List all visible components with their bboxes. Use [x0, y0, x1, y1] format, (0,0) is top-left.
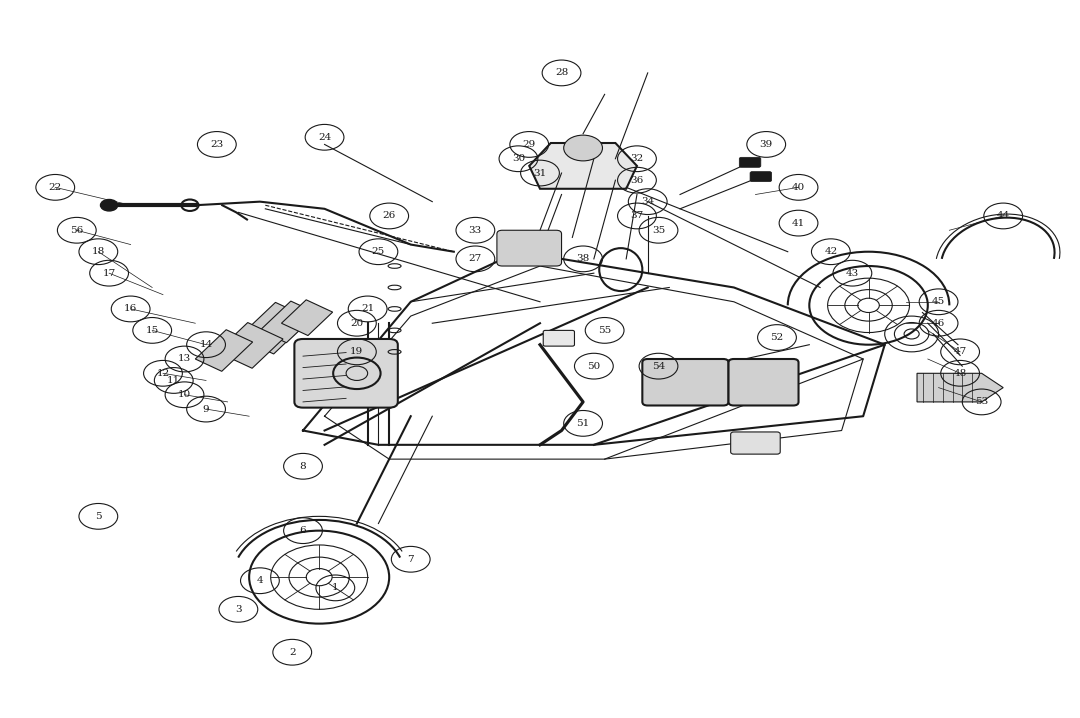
Bar — [217, 322, 283, 368]
Text: 42: 42 — [824, 247, 837, 256]
Circle shape — [564, 135, 603, 161]
FancyBboxPatch shape — [643, 359, 729, 406]
Text: 47: 47 — [954, 348, 967, 356]
Text: 30: 30 — [512, 154, 525, 163]
Text: 19: 19 — [350, 348, 364, 356]
Bar — [282, 300, 333, 335]
Text: 21: 21 — [361, 304, 375, 314]
Text: 37: 37 — [631, 212, 644, 220]
FancyBboxPatch shape — [543, 330, 575, 346]
Text: 15: 15 — [146, 326, 159, 335]
Polygon shape — [917, 373, 1003, 402]
Text: 29: 29 — [523, 140, 536, 149]
Text: 53: 53 — [975, 398, 988, 406]
Text: 13: 13 — [178, 355, 191, 363]
Text: 18: 18 — [92, 247, 105, 256]
Text: 9: 9 — [203, 404, 210, 414]
Text: 44: 44 — [997, 212, 1010, 220]
Text: 35: 35 — [652, 225, 665, 235]
Text: 20: 20 — [350, 319, 364, 327]
Text: 46: 46 — [932, 319, 945, 327]
Text: 24: 24 — [318, 133, 332, 141]
Text: 14: 14 — [200, 340, 213, 349]
Text: 51: 51 — [577, 419, 590, 428]
Text: 7: 7 — [407, 555, 414, 564]
Text: 33: 33 — [469, 225, 482, 235]
FancyBboxPatch shape — [740, 157, 760, 167]
Text: 4: 4 — [257, 577, 264, 585]
Text: 40: 40 — [792, 183, 806, 192]
Text: 1: 1 — [332, 583, 339, 592]
Text: 45: 45 — [932, 297, 945, 307]
Text: 2: 2 — [289, 648, 296, 657]
Text: 52: 52 — [770, 333, 784, 342]
Text: 54: 54 — [652, 362, 665, 370]
Text: 17: 17 — [103, 269, 116, 278]
Text: 8: 8 — [299, 462, 307, 471]
Text: 28: 28 — [555, 68, 568, 78]
Text: 11: 11 — [167, 376, 180, 385]
Text: 25: 25 — [372, 247, 386, 256]
FancyBboxPatch shape — [729, 359, 798, 406]
Text: 23: 23 — [211, 140, 224, 149]
Text: 41: 41 — [792, 218, 806, 228]
Text: 36: 36 — [631, 176, 644, 185]
Polygon shape — [529, 143, 637, 189]
Text: 56: 56 — [70, 225, 83, 235]
Bar — [260, 301, 318, 342]
Text: 55: 55 — [598, 326, 611, 335]
Text: 10: 10 — [178, 391, 191, 399]
Text: 3: 3 — [235, 605, 242, 614]
Text: 27: 27 — [469, 254, 482, 264]
Bar — [195, 330, 253, 371]
Bar — [239, 302, 311, 354]
FancyBboxPatch shape — [750, 172, 771, 182]
Text: 39: 39 — [759, 140, 773, 149]
FancyBboxPatch shape — [731, 432, 780, 454]
FancyBboxPatch shape — [295, 339, 397, 408]
Text: 50: 50 — [588, 362, 600, 370]
Text: 48: 48 — [954, 369, 967, 378]
Text: 43: 43 — [846, 269, 859, 278]
Text: 5: 5 — [95, 512, 102, 521]
Text: 16: 16 — [124, 304, 137, 314]
Text: 38: 38 — [577, 254, 590, 264]
Text: 22: 22 — [49, 183, 62, 192]
Text: 34: 34 — [642, 197, 654, 206]
Circle shape — [100, 200, 118, 211]
Text: 26: 26 — [382, 212, 395, 220]
Text: 32: 32 — [631, 154, 644, 163]
Text: 6: 6 — [299, 526, 307, 535]
FancyBboxPatch shape — [497, 230, 562, 266]
Text: 31: 31 — [534, 169, 546, 177]
Text: 12: 12 — [157, 369, 170, 378]
